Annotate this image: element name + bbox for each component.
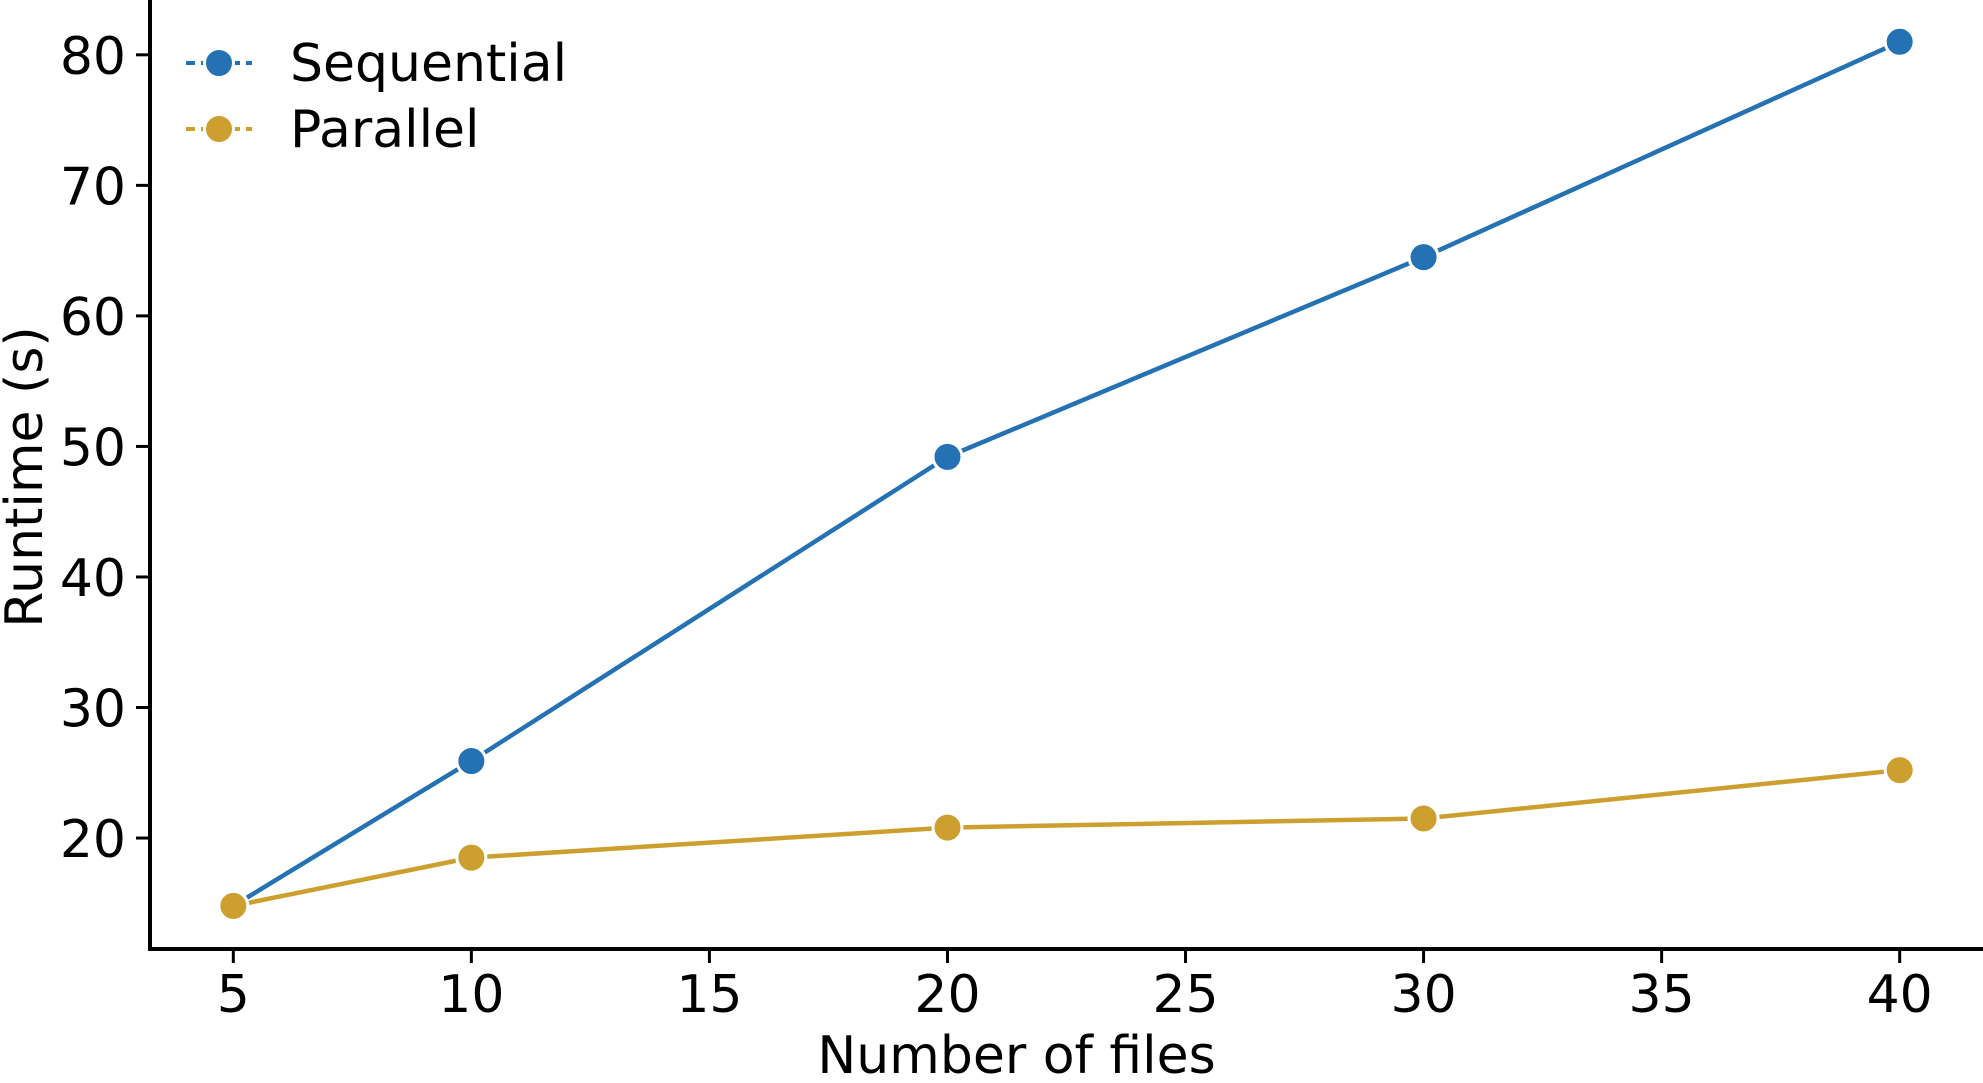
series-parallel <box>217 754 1916 922</box>
x-tick-label: 30 <box>1390 965 1456 1025</box>
data-point <box>931 811 964 844</box>
data-point <box>217 889 250 922</box>
legend-label: Parallel <box>290 100 479 160</box>
series-line <box>232 767 1900 909</box>
x-tick-label: 15 <box>676 965 742 1025</box>
data-point <box>455 745 488 778</box>
y-tick-label: 60 <box>60 288 126 348</box>
y-axis-title: Runtime (s) <box>0 326 55 627</box>
y-tick-label: 40 <box>60 549 126 609</box>
x-tick-label: 40 <box>1867 965 1933 1025</box>
y-tick-label: 50 <box>60 418 126 478</box>
y-tick-label: 80 <box>60 27 126 87</box>
data-point <box>931 440 964 473</box>
data-point <box>455 841 488 874</box>
legend-item-parallel: Parallel <box>186 100 479 160</box>
y-tick-label: 70 <box>60 157 126 217</box>
x-axis-title: Number of files <box>817 1026 1215 1083</box>
x-tick-label: 35 <box>1629 965 1695 1025</box>
x-tick-label: 25 <box>1152 965 1218 1025</box>
data-point <box>1407 241 1440 274</box>
axes <box>148 0 1983 951</box>
y-tick-label: 30 <box>60 680 126 740</box>
legend-item-sequential: Sequential <box>186 34 567 94</box>
legend-marker <box>203 47 235 79</box>
legend-marker <box>203 113 235 145</box>
y-tick-label: 20 <box>60 810 126 870</box>
series-sequential <box>217 25 1916 922</box>
x-tick-label: 20 <box>914 965 980 1025</box>
legend-label: Sequential <box>290 34 567 94</box>
x-axis-ticks: 5 10 15 20 25 30 35 40 <box>217 949 1933 1025</box>
x-tick-label: 5 <box>217 965 250 1025</box>
series-line <box>232 39 1901 908</box>
y-axis-ticks: 20 30 40 50 60 70 80 <box>60 27 150 870</box>
series-layer <box>217 25 1916 922</box>
data-point <box>1883 25 1916 58</box>
x-tick-label: 10 <box>438 965 504 1025</box>
data-point <box>1883 754 1916 787</box>
data-point <box>1407 802 1440 835</box>
